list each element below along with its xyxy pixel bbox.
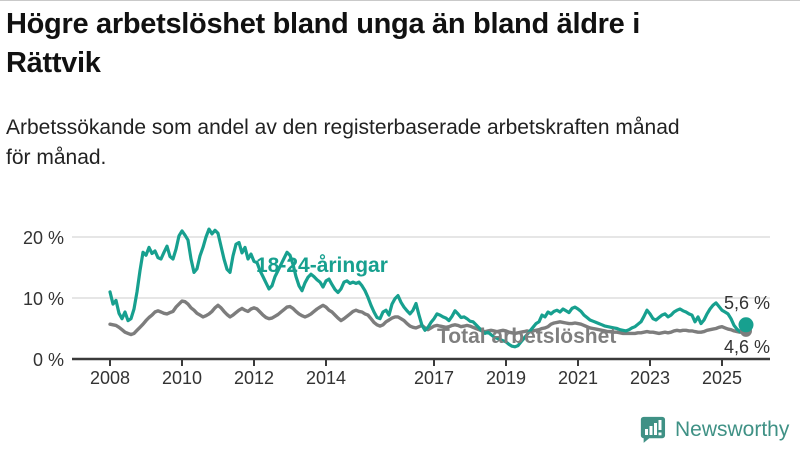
y-axis-label-0: 0 % xyxy=(32,350,64,370)
title-line-2: Rättvik xyxy=(6,46,101,79)
x-axis-label-2019: 2019 xyxy=(485,368,527,388)
x-axis-label-2023: 2023 xyxy=(629,368,671,388)
x-axis-label-2012: 2012 xyxy=(233,368,275,388)
x-axis-label-2014: 2014 xyxy=(305,368,347,388)
chart-subtitle: Arbetssökande som andel av den registerb… xyxy=(6,113,798,173)
subtitle-line-2: för månad. xyxy=(6,146,107,170)
y-axis-label-20: 20 % xyxy=(22,228,64,248)
y-axis-label-10: 10 % xyxy=(22,289,64,309)
newsworthy-logo-text: Newsworthy xyxy=(675,418,790,441)
newsworthy-bar-chart-speech-bubble-icon xyxy=(640,416,666,443)
newsworthy-logo: Newsworthy xyxy=(638,415,789,445)
x-axis-label-2010: 2010 xyxy=(161,368,203,388)
x-axis-label-2008: 2008 xyxy=(89,368,131,388)
end-value-label-total: 4,6 % xyxy=(723,337,770,357)
x-axis-label-2021: 2021 xyxy=(557,368,599,388)
title-line-1: Högre arbetslöshet bland unga än bland ä… xyxy=(6,8,640,40)
subtitle-line-1: Arbetssökande som andel av den registerb… xyxy=(6,116,680,139)
series-label-total: Total arbetslöshet xyxy=(437,325,617,348)
series-label-youth: 18-24-åringar xyxy=(256,254,388,277)
x-axis-label-2017: 2017 xyxy=(413,368,455,388)
x-axis-label-2025: 2025 xyxy=(701,368,743,388)
end-value-label-youth: 5,6 % xyxy=(723,293,770,313)
page-title: Högre arbetslöshet bland unga än bland ä… xyxy=(6,5,796,82)
